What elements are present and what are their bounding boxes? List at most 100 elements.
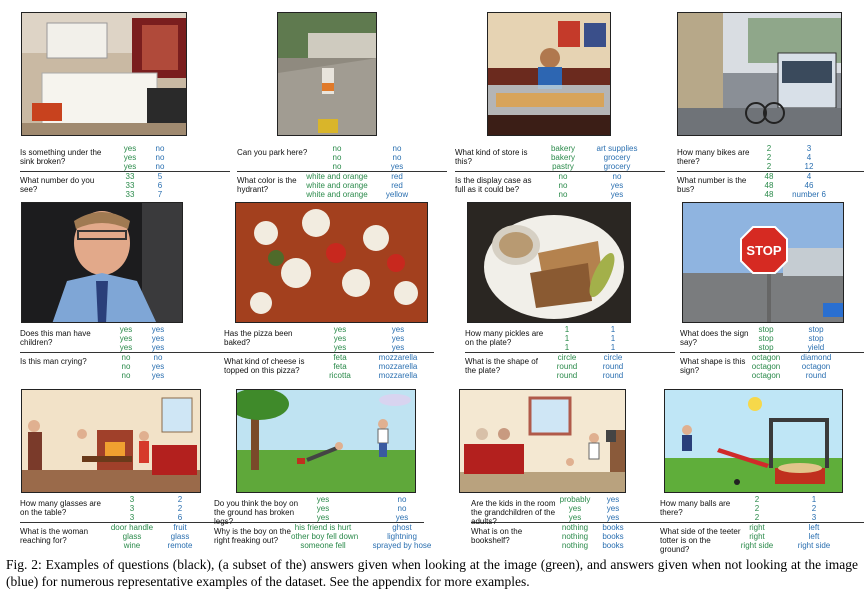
answer-without-image: no [155, 162, 165, 171]
answer-with-image: 48 [764, 190, 774, 199]
question: What kind of cheese is topped on this pi… [224, 357, 305, 375]
pizza-photo [235, 202, 428, 323]
answer-without-image: grocery [603, 153, 631, 162]
answer-with-image: 2 [766, 153, 772, 162]
answer-with-image: white and orange [306, 181, 368, 190]
playground-clipart [664, 389, 843, 493]
answer-without-image: 1 [610, 343, 616, 352]
answer-without-image: mozzarella [378, 371, 418, 380]
answer-with-image: nothing [561, 523, 589, 532]
answer-without-image: circle [603, 353, 623, 362]
answer-without-image: 2 [811, 504, 817, 513]
bakery-photo [487, 12, 611, 136]
answer-without-image: 12 [804, 162, 814, 171]
answer-with-image: no [332, 162, 342, 171]
answer-with-image: no [558, 190, 568, 199]
answer-with-image: 2 [754, 504, 760, 513]
question: What kind of store is this? [455, 148, 528, 166]
kitchen-photo [21, 12, 187, 136]
answer-without-image: no [397, 504, 407, 513]
answer-without-image: remote [167, 541, 193, 550]
figure-cell: Do you think the boy on the ground has b… [214, 389, 431, 574]
answer-with-image: 1 [564, 325, 570, 334]
answer-without-image: yes [391, 325, 405, 334]
answer-without-image: no [392, 144, 402, 153]
question: Do you think the boy on the ground has b… [214, 499, 299, 526]
answer-with-image: no [121, 362, 131, 371]
answer-with-image: 2 [754, 495, 760, 504]
question: Is the display case as full as it could … [455, 176, 532, 194]
answer-with-image: yes [333, 343, 347, 352]
qa-block: Is something under the sink broken? yes y… [20, 144, 230, 199]
answer-with-image: feta [333, 353, 347, 362]
figure-cell: Can you park here? no no no no no yes What c… [237, 12, 447, 199]
answer-with-image: 48 [764, 172, 774, 181]
answer-with-image: octagon [751, 353, 781, 362]
question: Does this man have children? [20, 329, 91, 347]
answer-with-image: 33 [125, 172, 135, 181]
question: What is the shape of the plate? [465, 357, 538, 375]
qa-block: Does this man have children? yes yes yes y… [20, 325, 230, 380]
answer-without-image: no [397, 495, 407, 504]
answer-without-image: 3 [806, 144, 812, 153]
answer-without-image: no [612, 172, 622, 181]
answer-without-image: 1 [610, 325, 616, 334]
answer-without-image: books [602, 523, 624, 532]
answer-with-image: yes [123, 162, 137, 171]
answer-with-image: yes [568, 504, 582, 513]
qa-block: Are the kids in the room the grandchildr… [471, 495, 681, 550]
answer-with-image: bakery [550, 144, 575, 153]
answer-without-image: 2 [177, 495, 183, 504]
answer-without-image: sprayed by hose [372, 541, 432, 550]
answer-with-image: 1 [564, 343, 570, 352]
answer-with-image: 3 [129, 513, 135, 522]
answer-with-image: octagon [751, 371, 781, 380]
answer-with-image: yes [123, 153, 137, 162]
figure-cell: Is something under the sink broken? yes y… [20, 12, 230, 199]
figure-cell: Does this man have children? yes yes yes y… [20, 202, 230, 387]
question: What shape is this sign? [680, 357, 746, 375]
answer-with-image: stop [758, 343, 774, 352]
qa-block: Has the pizza been baked? yes yes yes yes y… [224, 325, 434, 380]
figure-cell: What kind of store is this? bakery bakery… [455, 12, 665, 199]
answer-without-image: no [155, 144, 165, 153]
answer-without-image: 6 [177, 513, 183, 522]
answer-with-image: white and orange [306, 172, 368, 181]
answer-without-image: mozzarella [378, 353, 418, 362]
figure-cell: Has the pizza been baked? yes yes yes yes y… [224, 202, 434, 387]
sidewalk-hydrant-photo [277, 12, 377, 136]
answer-without-image: red [391, 172, 403, 181]
answer-without-image: yes [606, 495, 620, 504]
answer-with-image: door handle [110, 523, 154, 532]
question: Can you park here? [237, 148, 308, 157]
answer-without-image: books [602, 532, 624, 541]
park-boys-clipart [236, 389, 416, 493]
question: How many balls are there? [660, 499, 731, 517]
answer-with-image: white and orange [306, 190, 368, 199]
answer-without-image: 4 [806, 172, 812, 181]
answer-without-image: red [391, 181, 403, 190]
answer-with-image: no [558, 181, 568, 190]
question: Is something under the sink broken? [20, 148, 102, 166]
answer-with-image: yes [316, 504, 330, 513]
answer-with-image: yes [333, 334, 347, 343]
question: How many bikes are there? [677, 148, 750, 166]
answer-with-image: yes [316, 495, 330, 504]
family-room-clipart [459, 389, 626, 493]
answer-with-image: circle [557, 353, 577, 362]
stop-sign-photo: STOP [682, 202, 844, 323]
answer-without-image: yes [151, 362, 165, 371]
answer-without-image: round [602, 362, 624, 371]
answer-with-image: probably [559, 495, 591, 504]
answer-without-image: 6 [157, 181, 163, 190]
answer-without-image: yes [391, 334, 405, 343]
answer-with-image: round [556, 362, 578, 371]
answer-with-image: ricotta [329, 371, 351, 380]
answer-without-image: glass [170, 532, 190, 541]
answer-with-image: yes [123, 144, 137, 153]
question: What number is the bus? [677, 176, 747, 194]
answer-without-image: art supplies [596, 144, 638, 153]
